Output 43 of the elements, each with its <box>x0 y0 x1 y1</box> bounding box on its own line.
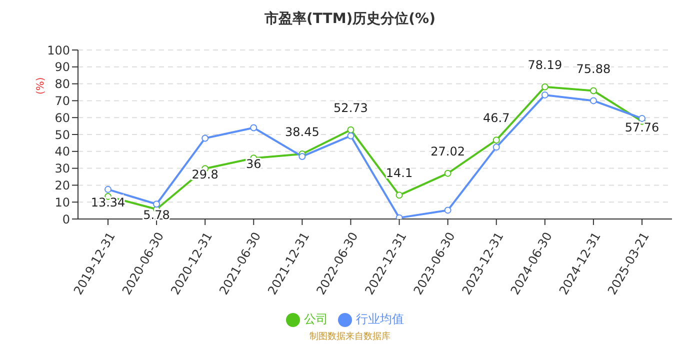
point <box>541 91 548 98</box>
point <box>250 124 258 132</box>
point <box>396 192 403 199</box>
point <box>104 186 112 193</box>
data-label: 36 <box>246 157 262 172</box>
legend-label: 行业均值 <box>356 312 404 326</box>
point <box>590 87 597 94</box>
y-tick-label: 100 <box>47 43 70 58</box>
point <box>153 200 160 208</box>
data-label: 78.19 <box>528 58 562 72</box>
point <box>202 134 209 142</box>
y-tick-label: 60 <box>54 110 70 125</box>
data-label: 46.7 <box>483 111 510 126</box>
data-label: 75.88 <box>576 62 611 76</box>
y-tick-label: 0 <box>62 212 70 226</box>
point <box>541 83 548 90</box>
point <box>590 97 597 104</box>
data-label: 5.78 <box>143 208 170 222</box>
y-tick-label: 80 <box>54 77 70 92</box>
y-tick-label: 70 <box>54 94 70 108</box>
point <box>492 136 500 144</box>
data-label: 13.34 <box>90 195 126 210</box>
y-tick-label: 40 <box>54 144 70 159</box>
y-tick-label: 30 <box>54 162 70 176</box>
y-tick-label: 20 <box>54 178 70 192</box>
chart-title: 市盈率(TTM)历史分位(%) <box>264 10 436 28</box>
y-tick-label: 50 <box>54 128 70 142</box>
point <box>492 144 500 151</box>
point <box>444 170 452 177</box>
text: 制图数据来自数据库 <box>308 330 392 343</box>
legend-label: 公司 <box>304 312 328 326</box>
data-label: 52.73 <box>334 100 368 115</box>
point <box>638 114 646 122</box>
point <box>347 132 354 140</box>
data-label: 57.76 <box>624 120 660 134</box>
data-label: 38.45 <box>285 125 320 140</box>
y-tick-label: 90 <box>54 60 70 74</box>
point <box>347 126 354 134</box>
y-tick-label: 10 <box>54 195 70 210</box>
y-axis-title: (%) <box>36 77 47 94</box>
data-label: 14.1 <box>386 166 413 180</box>
data-label: 27.02 <box>430 144 465 158</box>
point <box>444 206 452 214</box>
